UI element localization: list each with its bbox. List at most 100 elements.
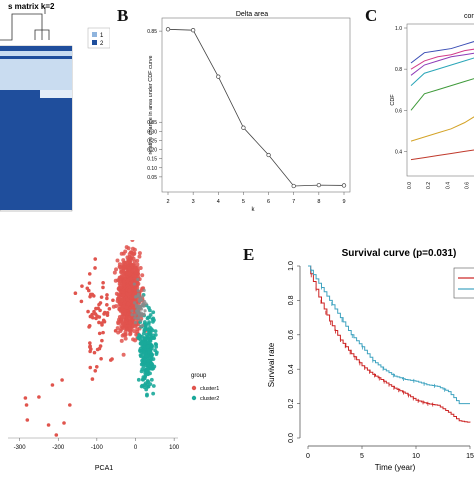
pca-point-cluster2: [148, 371, 152, 376]
pca-point-cluster2: [142, 383, 147, 387]
pca-point-overlap: [136, 277, 140, 282]
pca-point-cluster1: [23, 396, 28, 400]
pca-point-overlap: [142, 288, 146, 292]
pca-point-overlap: [136, 306, 140, 311]
survival-xlabel: Time (year): [375, 463, 416, 472]
panel-e-survival: Survival curve (p=0.031) Survival rate T…: [258, 240, 474, 474]
pca-point-cluster1: [93, 312, 98, 316]
delta-area-line: [167, 28, 345, 187]
pca-point-cluster1: [88, 341, 92, 345]
pca-point-cluster1: [121, 266, 126, 271]
pca-point-cluster2: [146, 379, 151, 384]
pca-point-overlap: [139, 311, 143, 315]
delta-area-xtick-label: 6: [267, 199, 270, 205]
heatmap-legend-label-2: 2: [100, 41, 104, 47]
survival-title: Survival curve (p=0.031): [342, 248, 457, 259]
pca-xtick-label: -200: [52, 445, 65, 451]
pca-point-cluster2: [149, 357, 154, 361]
pca-point-cluster1: [137, 251, 142, 256]
pca-point-cluster2: [138, 353, 143, 358]
pca-point-cluster2: [142, 327, 147, 332]
pca-point-cluster2: [137, 333, 142, 337]
survival-ytick-label: 0.2: [288, 399, 295, 409]
pca-point-cluster1: [122, 280, 127, 285]
pca-point-cluster1: [88, 365, 93, 370]
delta-area-xtick-label: 8: [317, 199, 320, 205]
delta-area-title: Delta area: [236, 11, 268, 18]
pca-point-cluster2: [152, 318, 156, 323]
pca-point-overlap: [134, 295, 138, 299]
pca-point-cluster1: [125, 278, 130, 283]
pca-point-cluster1: [138, 266, 143, 271]
pca-point-cluster1: [118, 264, 123, 269]
heatmap-block-dark: [0, 90, 40, 210]
delta-area-ytick-label: 0.05: [147, 175, 157, 181]
pca-point-cluster1: [120, 274, 125, 279]
pca-point-cluster1: [97, 320, 101, 325]
pca-point-cluster1: [87, 272, 92, 276]
pca-point-cluster1: [111, 298, 115, 303]
pca-point-cluster1: [93, 257, 98, 261]
cdf-series-line: [410, 78, 474, 111]
pca-point-cluster1: [105, 302, 109, 307]
pca-point-cluster1: [118, 285, 123, 290]
pca-point-overlap: [136, 288, 140, 293]
pca-point-overlap: [142, 303, 146, 308]
pca-point-cluster1: [54, 433, 59, 437]
survival-ytick-label: 0.6: [288, 330, 295, 340]
pca-legend-label-cluster1: cluster1: [200, 386, 219, 392]
heatmap-legend-swatch-2: [92, 40, 97, 45]
pca-point-cluster1: [79, 299, 84, 304]
pca-point-cluster1: [117, 314, 122, 319]
survival-ytick-label: 1.0: [288, 261, 295, 271]
pca-point-cluster1: [115, 326, 120, 331]
pca-point-overlap: [133, 301, 137, 305]
delta-area-plot: 0.05 0.10 0.15 0.20 0.25 0.30 0.35 0.85 2 3 4 5 6 7 8 9: [147, 17, 351, 205]
pca-point-cluster1: [116, 296, 121, 301]
pca-point-cluster1: [94, 316, 98, 321]
cdf-series-line: [410, 149, 474, 161]
pca-point-cluster1: [115, 258, 120, 263]
pca-point-overlap: [137, 313, 141, 317]
delta-area-xtick-label: 9: [342, 199, 345, 205]
pca-point-cluster2: [149, 361, 153, 365]
survival-ytick-label: 0.8: [288, 295, 295, 305]
delta-area-xtick-label: 2: [166, 199, 169, 205]
heatmap-legend-label-1: 1: [100, 33, 104, 39]
cdf-title: con: [464, 13, 474, 20]
pca-point-cluster1: [124, 245, 129, 250]
pca-point-cluster2: [151, 384, 156, 388]
panel-label-b: B: [117, 6, 129, 25]
pca-point-cluster2: [149, 377, 154, 382]
pca-point-cluster2: [147, 350, 152, 355]
delta-area-ytick-label: 0.15: [147, 157, 157, 163]
pca-point-cluster1: [114, 304, 119, 309]
pca-point-cluster2: [144, 354, 149, 358]
pca-point-cluster1: [132, 247, 137, 252]
cdf-frame: [406, 23, 474, 177]
pca-point-cluster1: [100, 338, 104, 343]
pca-point-cluster2: [137, 336, 141, 341]
pca-point-cluster1: [60, 378, 64, 382]
survival-ylabel: Survival rate: [267, 342, 276, 387]
pca-point-cluster1: [120, 297, 124, 302]
cdf-ylabel: CDF: [390, 94, 396, 106]
pca-point-cluster2: [143, 358, 147, 363]
delta-area-ytick-label: 0.85: [147, 29, 157, 35]
pca-point-cluster1: [88, 344, 92, 348]
pca-point-cluster2: [153, 329, 158, 334]
heatmap-legend-box: [87, 27, 111, 49]
pca-point-overlap: [141, 294, 145, 298]
pca-point-cluster1: [119, 338, 124, 343]
delta-area-chart: Delta area relative change in area under…: [147, 11, 351, 213]
pca-point-cluster1: [101, 285, 105, 290]
pca-point-cluster1: [122, 308, 127, 313]
pca-point-cluster2: [147, 315, 152, 320]
pca-point-cluster1: [116, 320, 121, 325]
pca-point-cluster1: [122, 322, 127, 327]
pca-point-cluster1: [101, 281, 105, 285]
panel-label-c: C: [365, 6, 378, 25]
pca-point-cluster1: [98, 344, 103, 348]
pca-point-cluster1: [24, 403, 29, 407]
pca-point-cluster1: [134, 270, 139, 275]
